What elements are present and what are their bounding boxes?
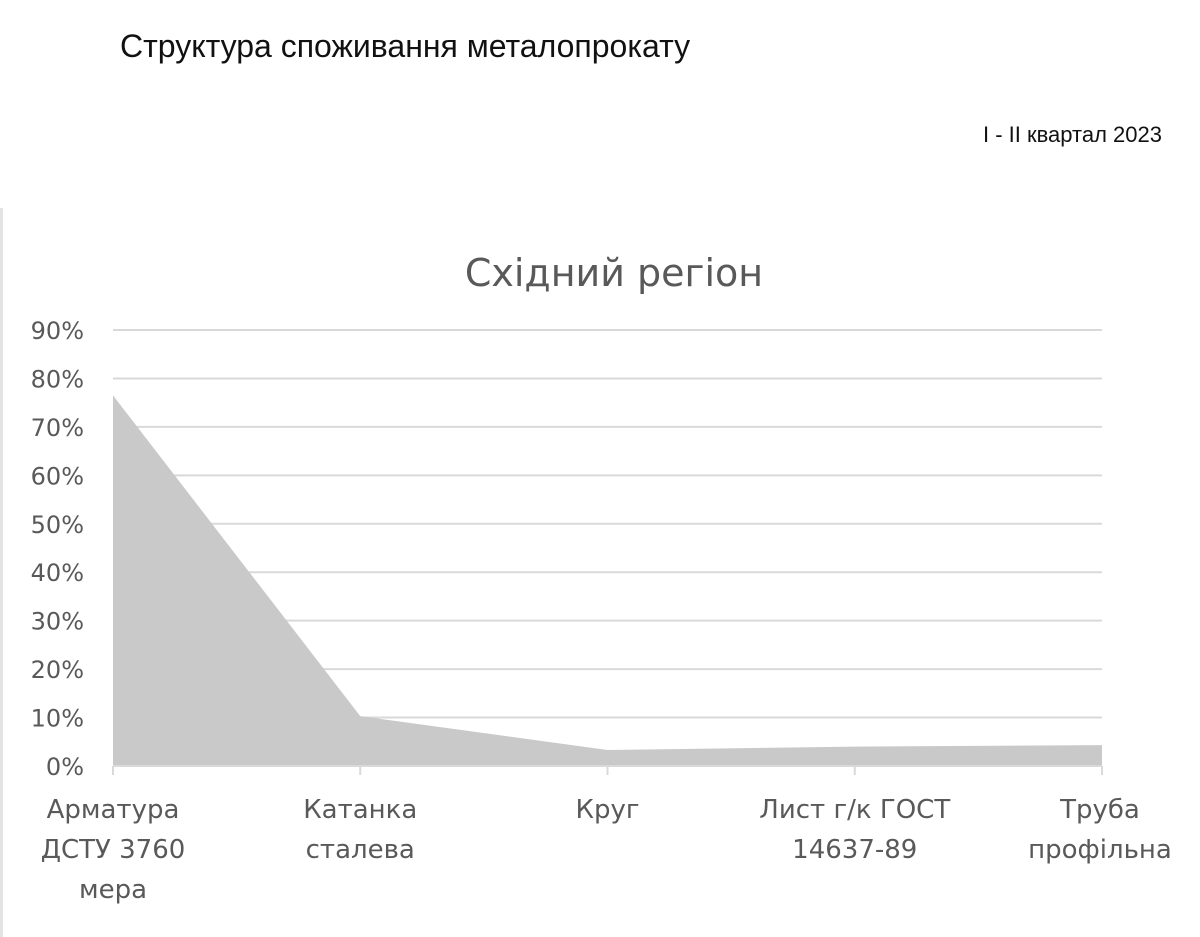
y-tick-label: 20% [31,656,84,684]
y-tick-label: 0% [46,753,84,781]
y-tick-label: 60% [31,462,84,490]
area-series [113,395,1102,766]
chart-frame-left-border [0,208,3,937]
series-area [112,395,1103,766]
y-tick-label: 10% [31,705,84,733]
y-tick-label: 90% [31,317,84,345]
x-axis: Арматура ДСТУ 3760 мера Катанка сталева Круг Л… [41,765,1172,905]
x-tick-label: Катанка сталева [303,795,417,865]
x-tick-label: Арматура ДСТУ 3760 мера [41,795,186,905]
y-tick-label: 30% [31,608,84,636]
chart-title: Східний регіон [465,251,763,295]
y-tick-label: 70% [31,414,84,442]
x-tick-label: Труба профільна [1028,795,1172,865]
x-tick-label: Круг [575,795,639,825]
y-tick-label: 50% [31,511,84,539]
y-axis: 0% 10% 20% 30% 40% 50% 60% 70% 80% 90% [31,317,84,781]
page-subtitle: I - II квартал 2023 [982,122,1162,147]
y-tick-label: 80% [31,365,84,393]
y-tick-label: 40% [31,559,84,587]
page-title: Структура споживання металопрокату [120,28,691,64]
x-tick-label: Лист г/к ГОСТ 14637-89 [759,795,950,865]
